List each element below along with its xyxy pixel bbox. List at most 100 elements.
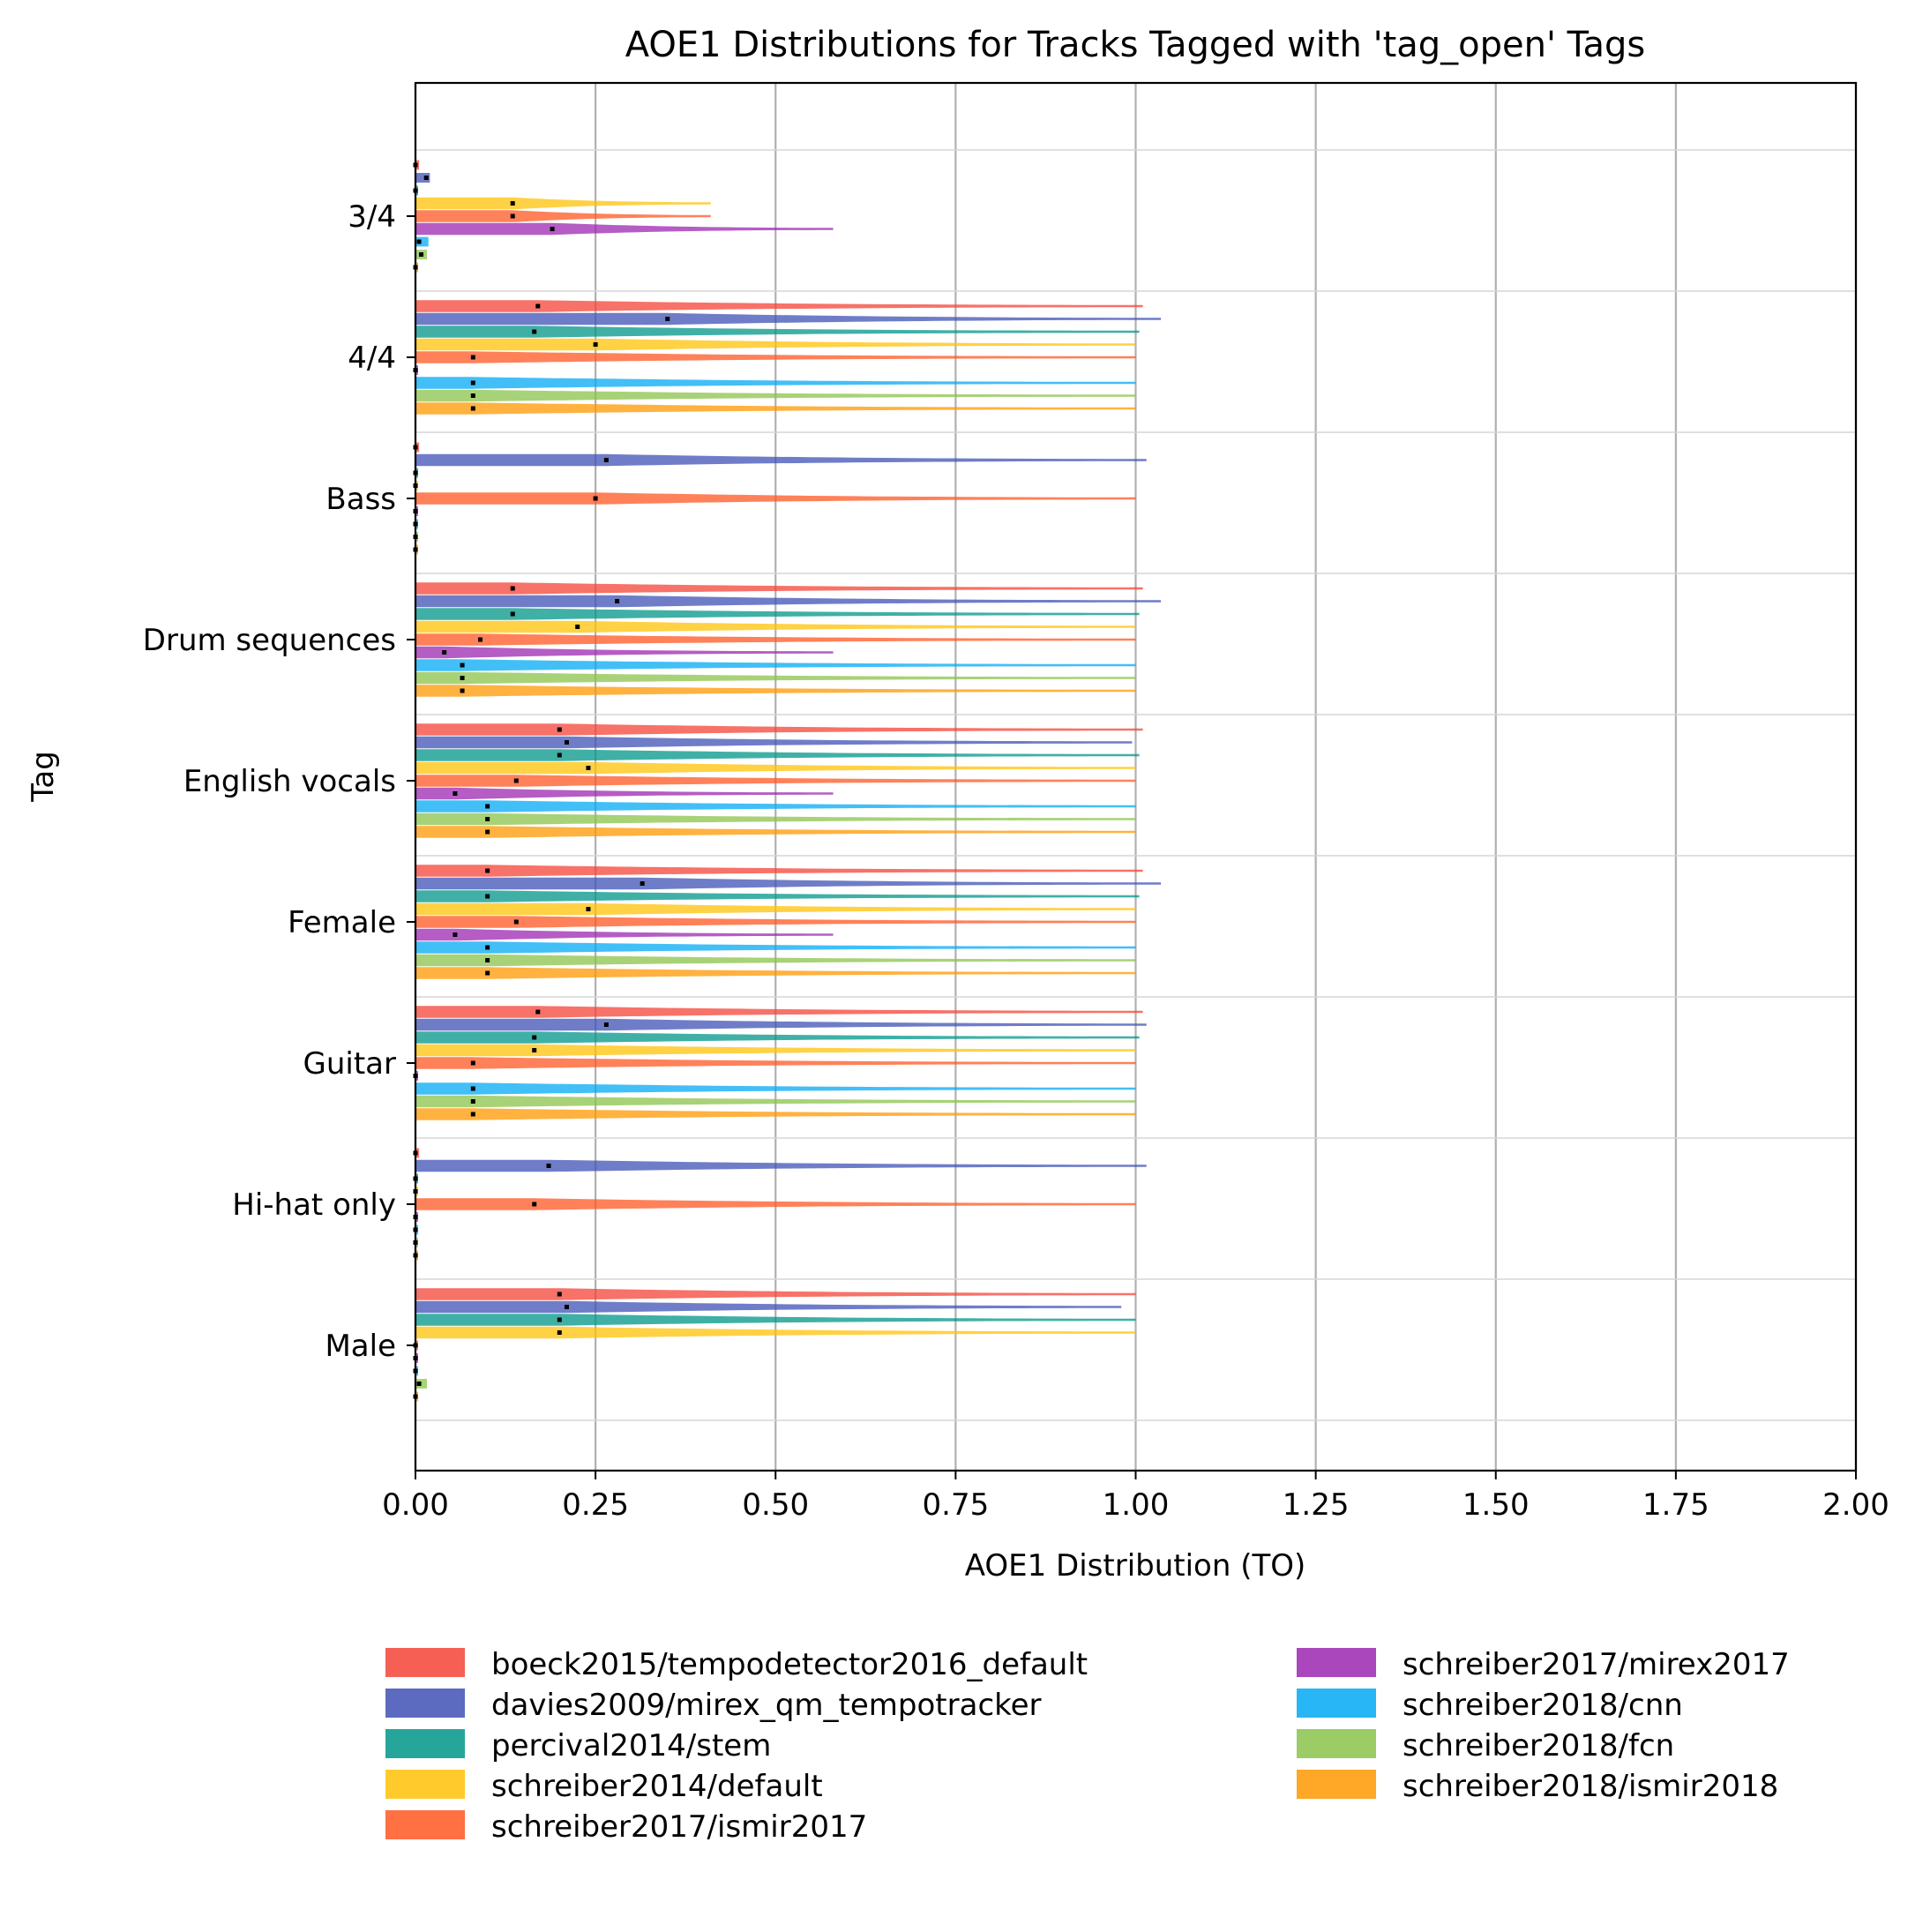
y-tick-label: Drum sequences — [143, 623, 396, 658]
legend: boeck2015/tempodetector2016_defaultdavie… — [385, 1647, 1790, 1845]
median-marker — [470, 1099, 475, 1104]
x-tick-label: 1.00 — [1103, 1487, 1170, 1523]
median-marker — [485, 804, 490, 809]
legend-swatch — [385, 1810, 465, 1839]
violin — [415, 916, 1136, 928]
violin — [415, 800, 1136, 812]
median-marker — [615, 599, 620, 603]
legend-swatch — [1297, 1729, 1376, 1758]
grid-layer — [414, 83, 1858, 1471]
violin — [415, 236, 429, 247]
legend-swatch — [1297, 1770, 1376, 1799]
violin — [415, 967, 1136, 979]
median-marker — [586, 907, 591, 911]
violin-layer — [415, 160, 1162, 1402]
violin — [415, 453, 1147, 467]
x-tick-label: 0.25 — [562, 1487, 629, 1523]
violin — [415, 377, 1136, 389]
violin — [415, 300, 1143, 312]
median-marker — [470, 1060, 475, 1066]
median-marker — [470, 355, 475, 360]
legend-swatch — [385, 1729, 465, 1758]
median-marker — [535, 303, 541, 309]
legend-label: schreiber2018/ismir2018 — [1403, 1769, 1778, 1804]
violin — [415, 1314, 1136, 1326]
legend-label: schreiber2018/cnn — [1403, 1688, 1683, 1723]
median-marker — [470, 1112, 475, 1117]
median-marker — [546, 1164, 551, 1168]
median-marker — [453, 932, 458, 937]
median-marker — [510, 586, 515, 591]
y-tick-label: Hi-hat only — [232, 1187, 396, 1223]
legend-label: schreiber2017/mirex2017 — [1403, 1647, 1790, 1682]
violin — [415, 761, 1136, 775]
median-marker — [557, 727, 562, 732]
median-marker — [477, 637, 482, 642]
median-marker — [665, 317, 670, 321]
legend-label: schreiber2014/default — [491, 1769, 823, 1804]
violin — [415, 1108, 1136, 1120]
median-marker — [485, 817, 490, 821]
median-marker — [593, 496, 598, 501]
median-marker — [532, 1035, 537, 1040]
median-marker — [470, 406, 475, 411]
median-marker — [513, 919, 519, 925]
violin — [415, 633, 1136, 646]
violin — [415, 210, 711, 222]
legend-swatch — [385, 1770, 465, 1799]
violin — [415, 775, 1136, 787]
legend-swatch — [385, 1648, 465, 1677]
median-marker — [510, 213, 515, 219]
median-marker — [485, 945, 490, 950]
violin — [415, 723, 1143, 736]
median-marker — [535, 1009, 541, 1015]
median-marker — [532, 1048, 537, 1052]
legend-swatch — [1297, 1648, 1376, 1677]
legend-swatch — [1297, 1689, 1376, 1718]
legend-label: schreiber2017/ismir2017 — [491, 1809, 867, 1845]
median-marker — [485, 894, 490, 899]
median-marker — [470, 380, 475, 386]
median-marker — [532, 1202, 537, 1207]
x-tick-label: 2.00 — [1822, 1487, 1889, 1523]
y-tick-label: 4/4 — [348, 341, 396, 376]
median-marker — [453, 791, 458, 796]
violin — [415, 402, 1136, 415]
violin — [415, 620, 1136, 633]
median-marker — [603, 458, 609, 462]
median-marker — [557, 1330, 562, 1335]
violin — [415, 1288, 1136, 1300]
violin — [415, 1326, 1136, 1339]
violin — [415, 826, 1136, 838]
violin — [415, 749, 1140, 761]
y-tick-label: Bass — [325, 482, 396, 517]
violin — [415, 1300, 1122, 1314]
x-tick-label: 0.75 — [923, 1487, 990, 1523]
y-axis-title: Tag — [26, 751, 61, 803]
x-tick-label: 0.00 — [382, 1487, 449, 1523]
violin — [415, 1006, 1143, 1018]
median-marker — [557, 1317, 562, 1322]
violin — [415, 646, 834, 659]
legend-label: schreiber2018/fcn — [1403, 1728, 1674, 1764]
violin — [415, 954, 1136, 967]
violin — [415, 1057, 1136, 1069]
violin — [415, 173, 430, 183]
violin — [415, 197, 711, 210]
median-marker — [557, 753, 562, 758]
violin — [415, 1095, 1136, 1108]
violin — [415, 812, 1136, 826]
violin — [415, 659, 1136, 671]
violin — [415, 351, 1136, 363]
y-tick-label: 3/4 — [348, 199, 396, 235]
violin — [415, 1159, 1147, 1172]
violin — [415, 582, 1143, 595]
median-marker — [460, 676, 465, 680]
median-marker — [416, 239, 422, 244]
x-tick-label: 0.50 — [742, 1487, 809, 1523]
violin — [415, 595, 1162, 608]
median-marker — [485, 829, 490, 835]
median-marker — [586, 766, 591, 770]
median-marker — [593, 342, 598, 347]
violin — [415, 877, 1162, 890]
